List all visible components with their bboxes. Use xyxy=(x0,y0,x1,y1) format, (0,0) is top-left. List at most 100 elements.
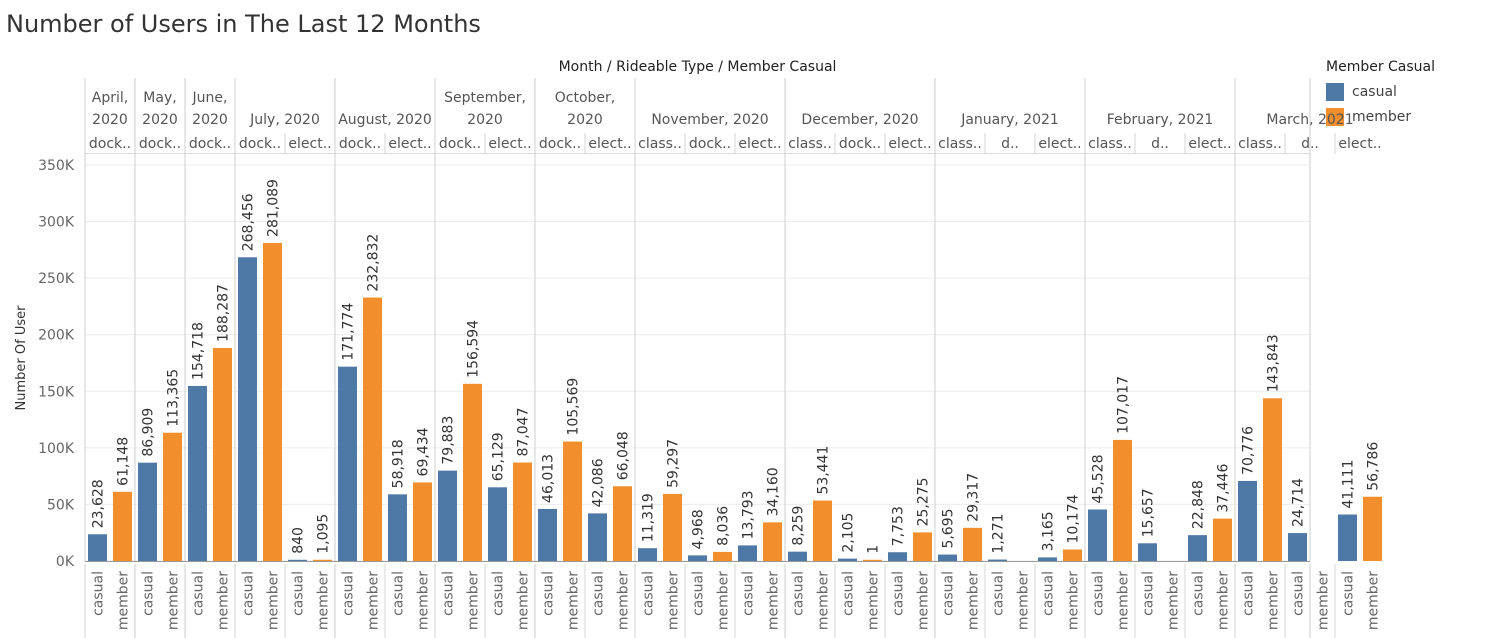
bar-casual xyxy=(1188,535,1207,561)
x-label-casual: casual xyxy=(541,571,557,616)
bar-casual xyxy=(388,494,407,561)
x-label-member: member xyxy=(466,571,482,630)
x-label-casual: casual xyxy=(791,571,807,616)
x-label-member: member xyxy=(166,571,182,630)
rideable-type-label: elect.. xyxy=(1038,136,1081,152)
rideable-type-label: d.. xyxy=(1001,136,1019,152)
x-label-casual: casual xyxy=(91,571,107,616)
bar-member xyxy=(613,486,632,561)
legend-item-casual[interactable]: casual xyxy=(1326,79,1435,104)
month-label: 2020 xyxy=(192,112,228,128)
rideable-type-label: dock.. xyxy=(89,136,131,152)
rideable-type-label: dock.. xyxy=(139,136,181,152)
bar-member xyxy=(1063,549,1082,561)
x-label-member: member xyxy=(266,571,282,630)
data-label-casual: 2,105 xyxy=(841,513,857,553)
data-label-member: 61,148 xyxy=(116,437,132,486)
bar-casual xyxy=(288,559,307,561)
x-label-member: member xyxy=(1366,571,1382,630)
bar-member xyxy=(813,500,832,561)
bar-casual xyxy=(338,366,357,561)
data-label-casual: 42,086 xyxy=(591,458,607,507)
rideable-type-label: dock.. xyxy=(839,136,881,152)
data-label-member: 8,036 xyxy=(716,506,732,546)
x-label-casual: casual xyxy=(1291,571,1307,616)
bar-casual xyxy=(138,462,157,561)
x-label-casual: casual xyxy=(1341,571,1357,616)
x-label-member: member xyxy=(716,571,732,630)
rideable-type-label: class.. xyxy=(1088,136,1132,152)
x-label-casual: casual xyxy=(991,571,1007,616)
x-label-member: member xyxy=(216,571,232,630)
data-label-member: 25,275 xyxy=(916,477,932,526)
legend-title: Member Casual xyxy=(1326,59,1436,75)
bar-casual xyxy=(738,545,757,561)
bar-casual xyxy=(838,558,857,561)
bar-casual xyxy=(538,508,557,561)
rideable-type-label: elect.. xyxy=(1338,136,1381,152)
x-label-member: member xyxy=(1266,571,1282,630)
data-label-casual: 79,883 xyxy=(441,416,457,465)
data-label-member: 188,287 xyxy=(216,284,232,342)
bar-member xyxy=(163,432,182,561)
legend[interactable]: Member Casual casual member xyxy=(1326,59,1435,129)
data-label-casual: 22,848 xyxy=(1191,480,1207,529)
bar-member xyxy=(1263,398,1282,561)
x-label-member: member xyxy=(1216,571,1232,630)
data-label-member: 34,160 xyxy=(766,467,782,516)
legend-label-casual: casual xyxy=(1352,83,1397,100)
data-label-member: 1 xyxy=(866,545,882,554)
bar-casual xyxy=(1038,557,1057,561)
rideable-type-label: dock.. xyxy=(539,136,581,152)
x-label-casual: casual xyxy=(391,571,407,616)
bar-member xyxy=(763,522,782,561)
x-label-casual: casual xyxy=(191,571,207,616)
bar-member xyxy=(213,347,232,561)
bar-member xyxy=(1213,518,1232,561)
data-label-casual: 268,456 xyxy=(241,193,257,251)
month-label: May, xyxy=(143,90,176,106)
rideable-type-label: elect.. xyxy=(388,136,431,152)
bar-casual xyxy=(688,555,707,561)
month-label: 2020 xyxy=(92,112,128,128)
bar-member xyxy=(113,491,132,561)
rideable-type-label: dock.. xyxy=(689,136,731,152)
bar-casual xyxy=(238,257,257,561)
x-label-member: member xyxy=(416,571,432,630)
data-label-casual: 7,753 xyxy=(891,506,907,546)
bar-member xyxy=(963,527,982,561)
data-label-casual: 58,918 xyxy=(391,439,407,488)
data-label-member: 53,441 xyxy=(816,446,832,495)
y-axis-label: Number Of User xyxy=(14,305,29,411)
bar-member xyxy=(463,383,482,561)
rideable-type-label: elect.. xyxy=(1188,136,1231,152)
x-label-member: member xyxy=(666,571,682,630)
x-label-member: member xyxy=(316,571,332,630)
x-label-member: member xyxy=(1316,571,1332,630)
data-label-casual: 70,776 xyxy=(1241,426,1257,475)
data-label-casual: 23,628 xyxy=(91,479,107,528)
x-label-casual: casual xyxy=(141,571,157,616)
rideable-type-label: elect.. xyxy=(588,136,631,152)
x-label-casual: casual xyxy=(341,571,357,616)
rideable-type-label: dock.. xyxy=(239,136,281,152)
legend-label-member: member xyxy=(1352,108,1412,125)
data-label-member: 232,832 xyxy=(366,234,382,292)
data-label-member: 105,569 xyxy=(566,378,582,436)
data-label-member: 143,843 xyxy=(1266,334,1282,392)
bar-casual xyxy=(938,554,957,561)
x-label-casual: casual xyxy=(491,571,507,616)
x-label-member: member xyxy=(966,571,982,630)
y-tick-label: 350K xyxy=(38,158,75,174)
data-label-member: 10,174 xyxy=(1066,494,1082,543)
data-label-member: 87,047 xyxy=(516,408,532,457)
x-label-member: member xyxy=(366,571,382,630)
x-label-member: member xyxy=(566,571,582,630)
legend-item-member[interactable]: member xyxy=(1326,104,1435,129)
y-tick-label: 0K xyxy=(56,554,75,570)
x-label-casual: casual xyxy=(1041,571,1057,616)
y-tick-label: 50K xyxy=(47,497,75,513)
bar-member xyxy=(413,482,432,561)
x-label-casual: casual xyxy=(241,571,257,616)
data-label-casual: 4,968 xyxy=(691,509,707,549)
